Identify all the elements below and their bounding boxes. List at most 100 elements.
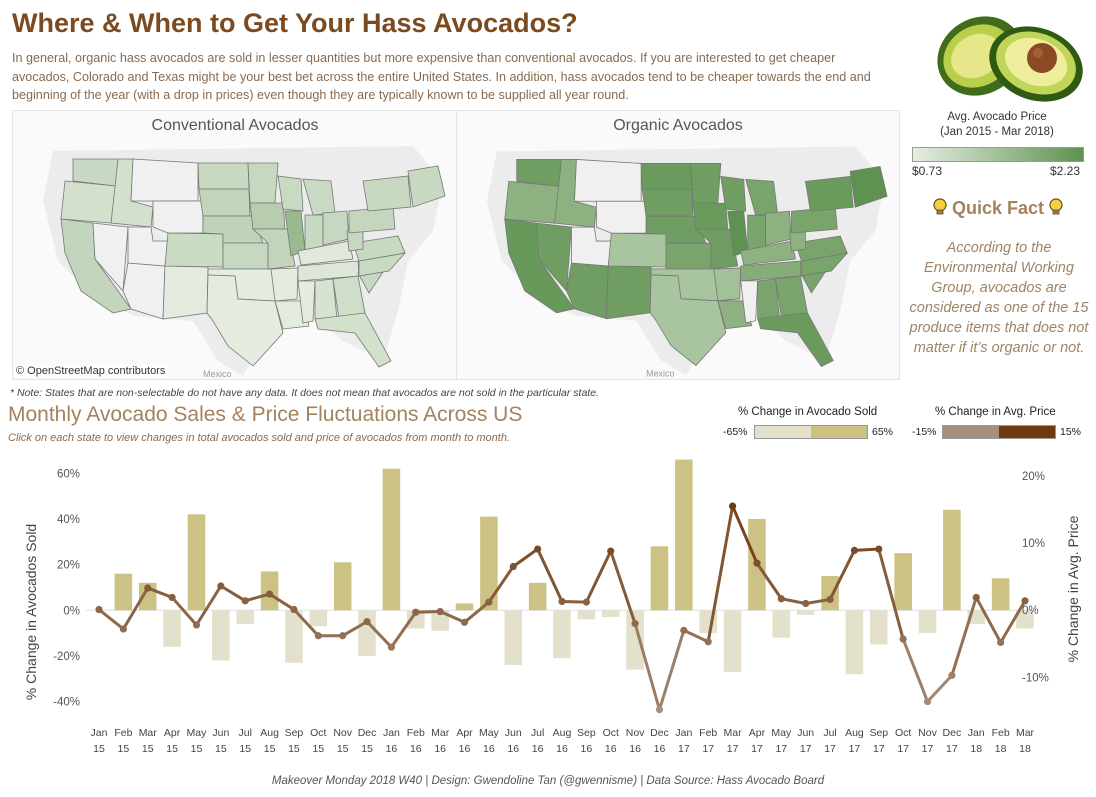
sold-bar[interactable] [236, 610, 254, 624]
state-nd [197, 162, 250, 190]
sold-bar[interactable] [358, 610, 376, 656]
price-point[interactable] [582, 598, 590, 606]
price-point[interactable] [631, 620, 639, 628]
price-point[interactable] [192, 621, 201, 629]
price-point[interactable] [826, 595, 834, 604]
state-wa [516, 159, 562, 187]
price-point[interactable] [265, 590, 274, 598]
price-point[interactable] [314, 632, 322, 640]
osm-credit-link[interactable]: © OpenStreetMap contributors [14, 365, 168, 377]
x-tick-year: 15 [312, 743, 324, 755]
price-point[interactable] [144, 584, 152, 592]
price-line-segment [365, 620, 393, 649]
x-tick-month: Sep [869, 727, 888, 739]
sold-bar[interactable] [455, 603, 474, 611]
sold-bar[interactable] [285, 610, 303, 663]
price-point[interactable] [777, 595, 785, 603]
price-point[interactable] [436, 607, 444, 616]
price-point[interactable] [363, 618, 371, 626]
price-point[interactable] [923, 697, 932, 706]
sold-bar[interactable] [650, 546, 669, 611]
price-point[interactable] [534, 545, 542, 553]
organic-us-map[interactable]: Mexico [457, 141, 899, 379]
sold-bar[interactable] [382, 468, 401, 611]
sold-bar[interactable] [187, 514, 206, 611]
price-point[interactable] [655, 706, 664, 714]
state-wy [152, 200, 204, 234]
price-point[interactable] [680, 626, 688, 634]
price-point[interactable] [168, 593, 176, 602]
x-tick-month: Feb [992, 727, 1010, 739]
sold-bar[interactable] [796, 610, 815, 615]
sold-bar[interactable] [943, 509, 961, 611]
sold-bar[interactable] [163, 610, 181, 647]
sold-bar[interactable] [212, 610, 230, 661]
y-left-tick-label: 20% [57, 560, 80, 572]
price-point[interactable] [728, 502, 737, 510]
sold-bar[interactable] [918, 610, 937, 634]
sold-bar[interactable] [894, 553, 912, 611]
price-point[interactable] [387, 643, 396, 651]
price-point[interactable] [875, 545, 883, 553]
price-point[interactable] [412, 608, 420, 616]
price-point[interactable] [972, 593, 980, 602]
price-point[interactable] [460, 618, 469, 626]
sold-bar[interactable] [772, 610, 791, 638]
conventional-us-map[interactable]: Mexico [13, 141, 457, 379]
x-tick-month: Apr [749, 727, 766, 739]
sold-bar[interactable] [577, 610, 596, 620]
sold-bar[interactable] [675, 459, 693, 611]
conventional-map-panel[interactable]: Conventional Avocados [12, 110, 458, 380]
x-tick-year: 15 [337, 743, 349, 755]
price-point[interactable] [558, 597, 566, 606]
x-tick-year: 16 [581, 743, 593, 755]
sold-bar[interactable] [553, 610, 571, 659]
x-tick-month: Apr [164, 727, 181, 739]
sold-bar[interactable] [601, 610, 620, 618]
state-la [717, 300, 753, 330]
price-point[interactable] [217, 582, 225, 590]
organic-map-panel[interactable]: Organic Avocados [456, 110, 900, 380]
price-point[interactable] [850, 546, 859, 555]
price-change-legend-min: -15% [912, 426, 937, 438]
sold-bar[interactable] [991, 578, 1010, 611]
sold-legend-min: -65% [723, 426, 748, 438]
price-point[interactable] [948, 671, 956, 679]
price-point[interactable] [704, 638, 712, 646]
price-point[interactable] [607, 547, 615, 555]
sold-bar[interactable] [821, 576, 839, 611]
price-point[interactable] [119, 625, 127, 633]
sold-bar[interactable] [504, 610, 523, 666]
y-axis-left-label: % Change in Avocados Sold [23, 524, 39, 700]
price-point[interactable] [95, 605, 103, 614]
price-point[interactable] [339, 632, 347, 640]
sold-bar[interactable] [407, 610, 425, 629]
sold-bar[interactable] [723, 610, 742, 672]
y-left-tick-label: 40% [57, 514, 80, 526]
price-point[interactable] [485, 598, 493, 606]
sold-bar[interactable] [431, 610, 449, 631]
sold-bar[interactable] [309, 610, 328, 627]
price-point[interactable] [802, 599, 810, 608]
sold-bar[interactable] [1016, 610, 1034, 629]
price-point[interactable] [1021, 597, 1029, 605]
sold-bar[interactable] [114, 573, 133, 611]
price-line-segment [926, 673, 954, 704]
sold-bar[interactable] [845, 610, 864, 675]
state-fl [757, 312, 834, 368]
price-point[interactable] [753, 559, 761, 567]
price-point[interactable] [899, 635, 907, 643]
price-point[interactable] [997, 638, 1005, 647]
sold-bar[interactable] [528, 582, 547, 611]
sold-bar[interactable] [480, 516, 498, 611]
x-tick-year: 17 [897, 743, 909, 755]
price-point[interactable] [509, 562, 517, 571]
monthly-sales-price-chart[interactable]: -40% -20% 0% 20% 40% 60% -10% 0% 10% 20% Jan 15 Feb 1… [0, 455, 1096, 767]
sold-bar[interactable] [626, 610, 644, 670]
price-point[interactable] [241, 597, 249, 605]
sold-bar[interactable] [333, 562, 352, 611]
x-tick-month: Sep [285, 727, 304, 739]
price-point[interactable] [290, 605, 298, 614]
x-tick-month: Dec [358, 727, 377, 739]
sold-bar[interactable] [870, 610, 888, 645]
